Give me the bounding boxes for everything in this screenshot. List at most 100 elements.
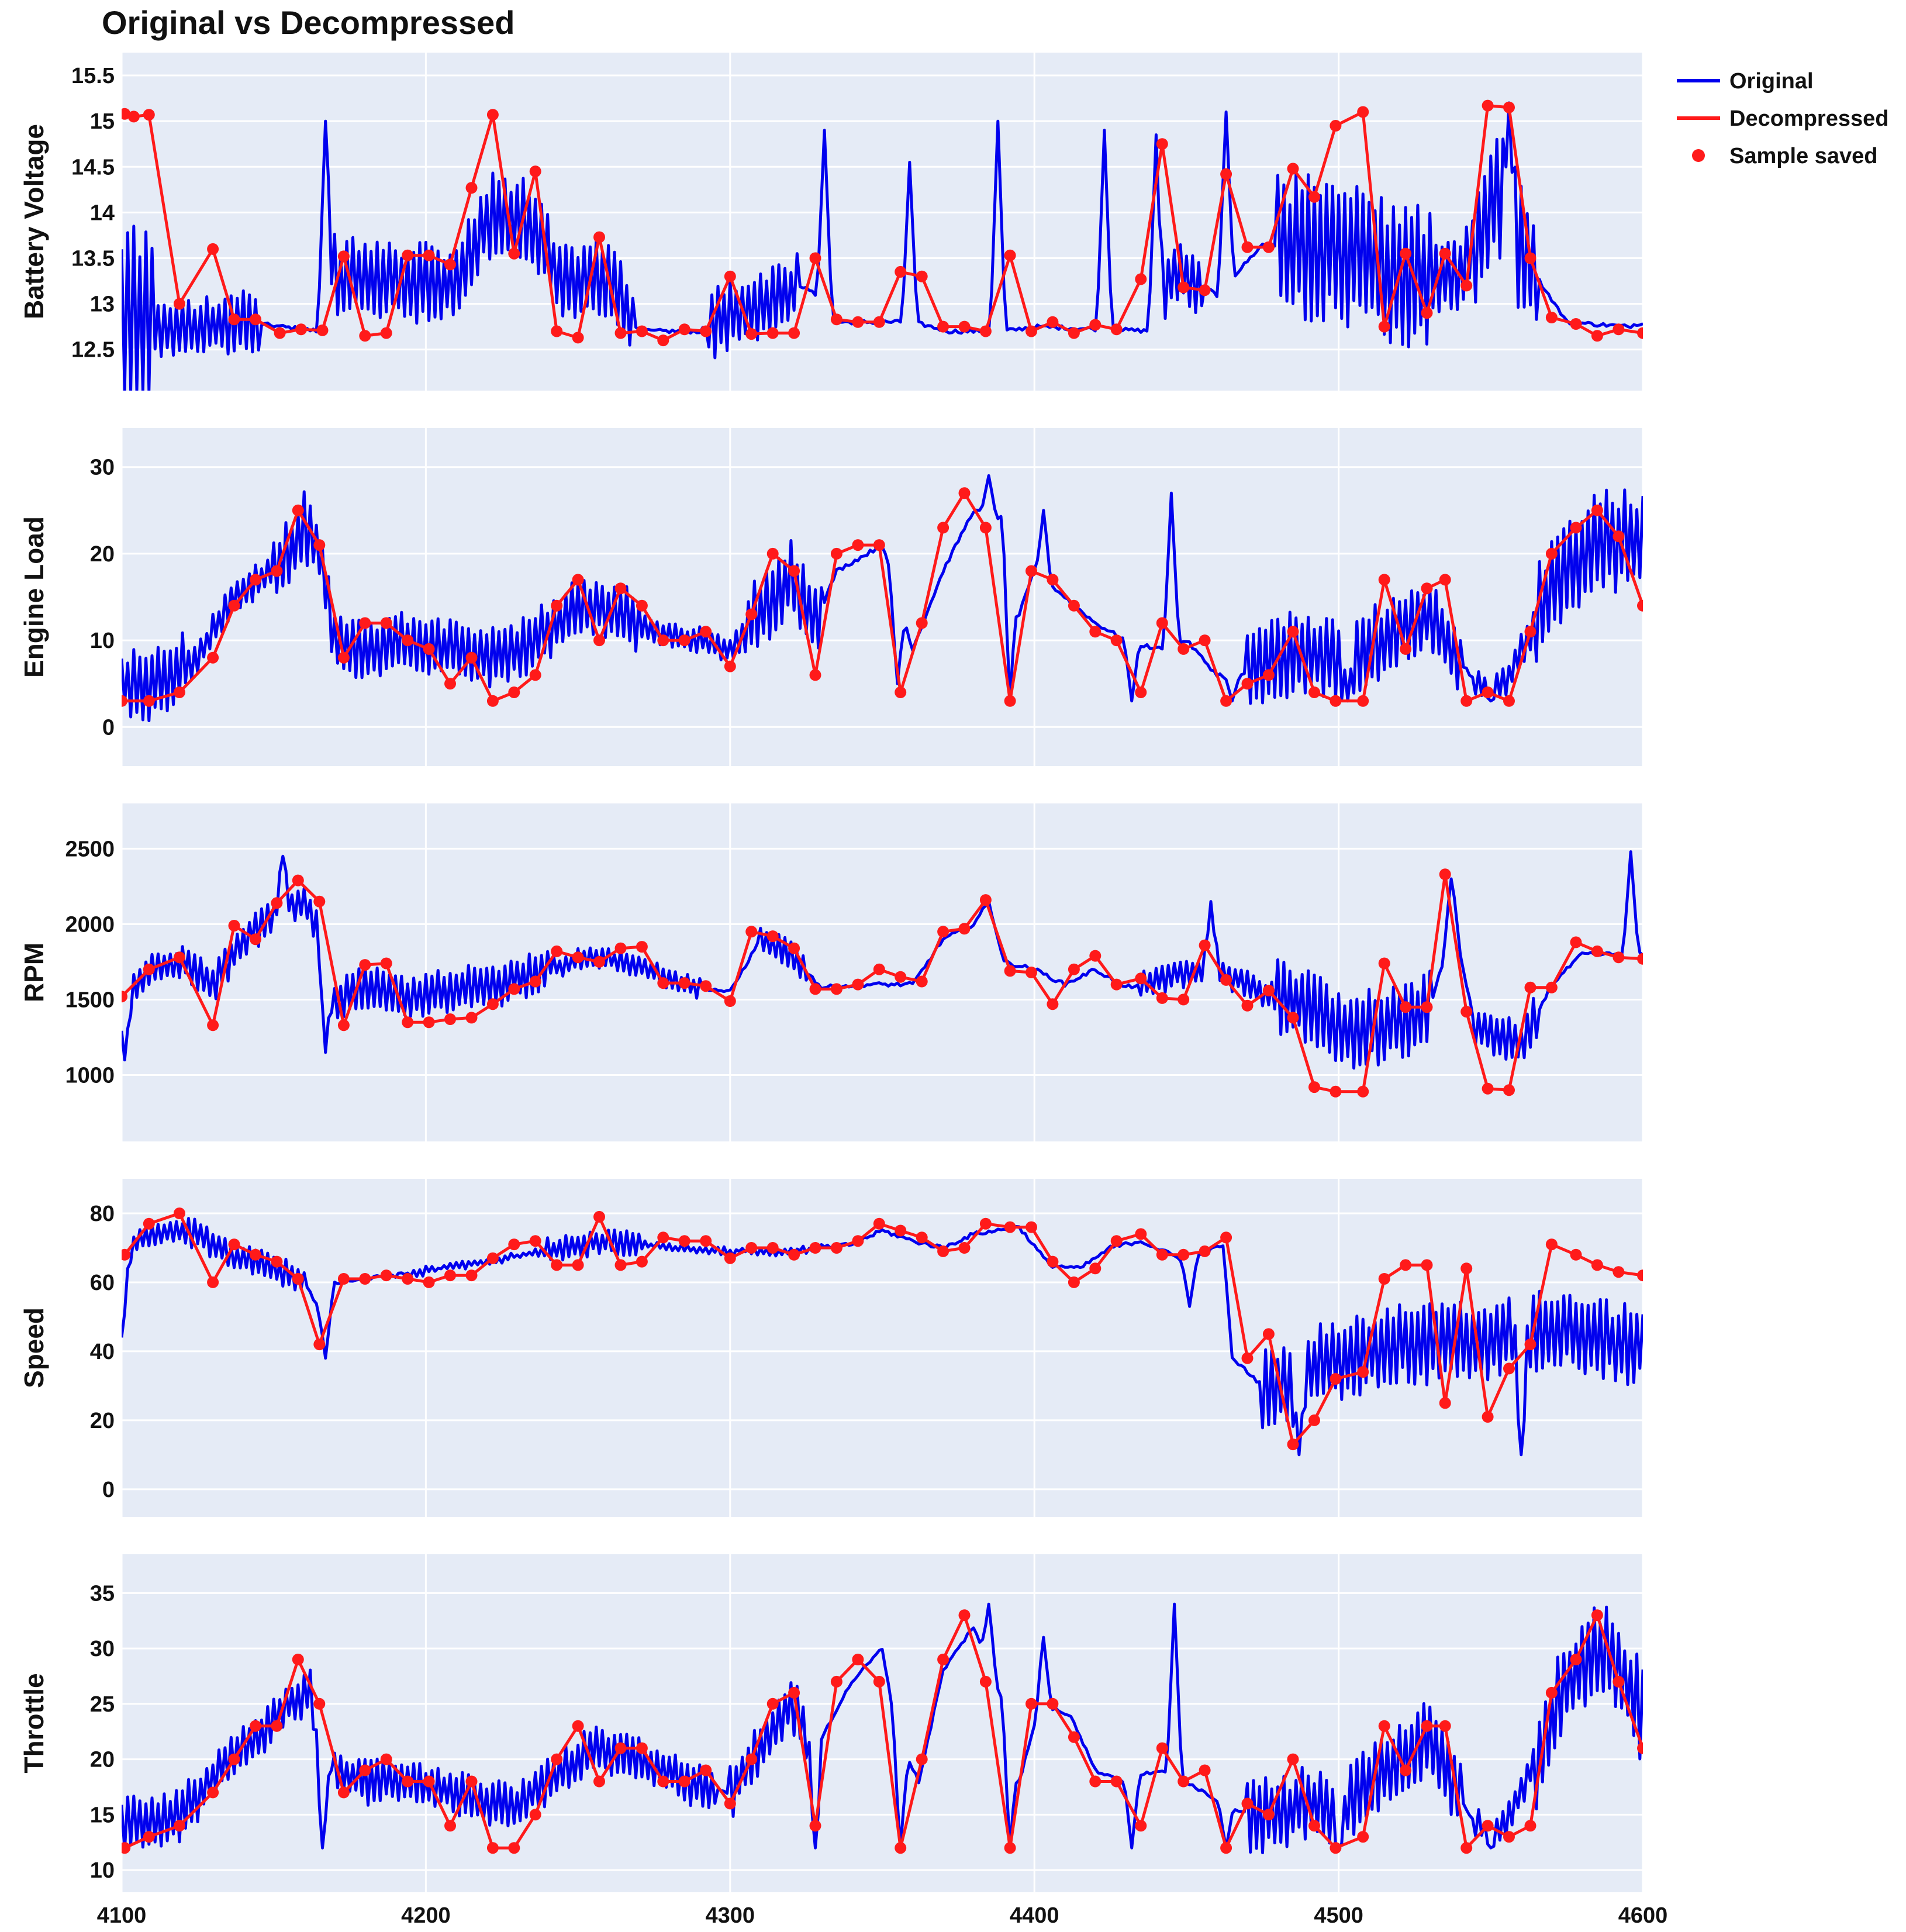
sample-saved-point xyxy=(292,874,304,886)
sample-saved-point xyxy=(700,1764,712,1776)
sample-saved-point xyxy=(1068,1276,1080,1288)
sample-saved-point xyxy=(271,1255,283,1268)
sample-saved-point xyxy=(423,1276,435,1288)
sample-saved-point xyxy=(745,328,758,340)
sample-saved-point xyxy=(508,983,520,995)
sample-saved-point xyxy=(788,327,800,339)
sample-saved-point xyxy=(465,182,478,194)
sample-saved-point xyxy=(1262,1809,1275,1821)
sample-saved-point xyxy=(1545,1238,1558,1251)
sample-saved-point xyxy=(830,1242,842,1254)
sample-saved-point xyxy=(572,574,584,586)
sample-saved-point xyxy=(593,1775,605,1788)
sample-saved-point xyxy=(937,926,949,938)
sample-saved-point xyxy=(1220,974,1232,986)
series-line-original xyxy=(122,1602,1643,1854)
sample-saved-point xyxy=(766,327,779,339)
sample-saved-point xyxy=(1330,695,1342,707)
x-tick-label: 4500 xyxy=(1314,1903,1363,1928)
series-line-decompressed xyxy=(123,1212,1643,1446)
sample-saved-point xyxy=(444,678,456,690)
x-tick-label: 4400 xyxy=(1010,1903,1059,1928)
sample-saved-point xyxy=(1025,565,1037,577)
sample-saved-point xyxy=(1503,101,1515,113)
plot-area xyxy=(122,1554,1643,1892)
sample-saved-point xyxy=(1570,318,1582,330)
sample-saved-point xyxy=(1068,963,1080,975)
sample-saved-point xyxy=(572,951,584,964)
sample-saved-point xyxy=(1089,319,1102,331)
sample-saved-point xyxy=(1439,868,1451,881)
sample-saved-point xyxy=(1308,1820,1320,1832)
series-line-decompressed xyxy=(122,491,1643,703)
sample-saved-point xyxy=(1570,522,1582,534)
legend-item-sample-saved[interactable]: Sample saved xyxy=(1692,144,1877,168)
sample-saved-point xyxy=(700,980,712,992)
sample-saved-point xyxy=(916,617,928,629)
sample-saved-point xyxy=(1287,1438,1299,1451)
sample-saved-point xyxy=(724,1252,736,1264)
sample-saved-point xyxy=(1591,330,1603,342)
sample-saved-point xyxy=(1482,1411,1494,1423)
sample-saved-point xyxy=(1612,323,1625,336)
legend-swatch-marker xyxy=(1692,149,1705,162)
sample-saved-point xyxy=(678,1775,690,1788)
sample-saved-point xyxy=(1439,247,1451,260)
y-tick-label: 12.5 xyxy=(71,338,115,363)
series-layer xyxy=(122,474,1643,722)
sample-saved-point xyxy=(958,487,971,499)
y-tick-label: 0 xyxy=(102,1478,115,1502)
sample-saved-point xyxy=(143,1831,155,1843)
subplot-battery-voltage: 12.5 13 13.5 14 14.5 15 15.5 Battery Voltage xyxy=(19,53,1644,391)
sample-saved-point xyxy=(1637,1742,1643,1754)
sample-saved-point xyxy=(1591,945,1603,957)
sample-saved-point xyxy=(657,334,669,347)
legend-item-decompressed[interactable]: Decompressed xyxy=(1677,106,1888,131)
sample-saved-point xyxy=(173,951,185,964)
sample-saved-point xyxy=(916,1231,928,1244)
sample-saved-point xyxy=(1156,138,1168,150)
sample-saved-point xyxy=(1524,981,1536,993)
chart-title: Original vs Decompressed xyxy=(102,4,515,41)
y-axis-label: Throttle xyxy=(19,1673,49,1773)
sample-saved-point xyxy=(1178,281,1190,294)
sample-saved-point xyxy=(143,695,155,707)
sample-saved-point xyxy=(337,1273,350,1285)
y-tick-label: 30 xyxy=(90,456,115,480)
subplot-engine-load: 0 10 20 30 Engine Load xyxy=(19,428,1644,766)
sample-saved-point xyxy=(724,995,736,1007)
sample-saved-point xyxy=(402,1775,414,1788)
legend-label: Sample saved xyxy=(1729,144,1877,168)
y-tick-label: 2000 xyxy=(65,912,115,937)
sample-saved-point xyxy=(1460,280,1473,292)
sample-saved-point xyxy=(873,539,885,551)
sample-saved-point xyxy=(700,325,712,337)
sample-saved-point xyxy=(380,957,392,970)
sample-saved-point xyxy=(423,249,435,261)
x-tick-label: 4100 xyxy=(97,1903,147,1928)
sample-saved-point xyxy=(1612,951,1625,964)
series-layer xyxy=(122,850,1643,1098)
y-tick-label: 20 xyxy=(90,1748,115,1772)
subplot-rpm: 1000 1500 2000 2500 RPM xyxy=(19,803,1644,1141)
sample-saved-point xyxy=(809,669,821,681)
sample-saved-point xyxy=(313,539,326,551)
sample-saved-point xyxy=(380,617,392,629)
sample-saved-point xyxy=(313,895,326,908)
sample-saved-point xyxy=(1110,323,1123,336)
sample-saved-point xyxy=(745,608,758,620)
sample-saved-point xyxy=(486,998,499,1010)
sample-saved-point xyxy=(1503,1362,1515,1375)
legend-item-original[interactable]: Original xyxy=(1677,69,1814,94)
y-axis-label: Battery Voltage xyxy=(19,124,49,319)
sample-saved-point xyxy=(228,920,240,932)
sample-saved-point xyxy=(614,1742,627,1754)
sample-saved-point xyxy=(295,323,307,336)
sample-saved-point xyxy=(173,686,185,698)
legend[interactable]: Original Decompressed Sample saved xyxy=(1677,69,1888,168)
sample-saved-point xyxy=(895,265,907,278)
sample-saved-point xyxy=(1220,695,1232,707)
sample-saved-point xyxy=(1400,643,1412,655)
sample-saved-point xyxy=(657,1775,669,1788)
